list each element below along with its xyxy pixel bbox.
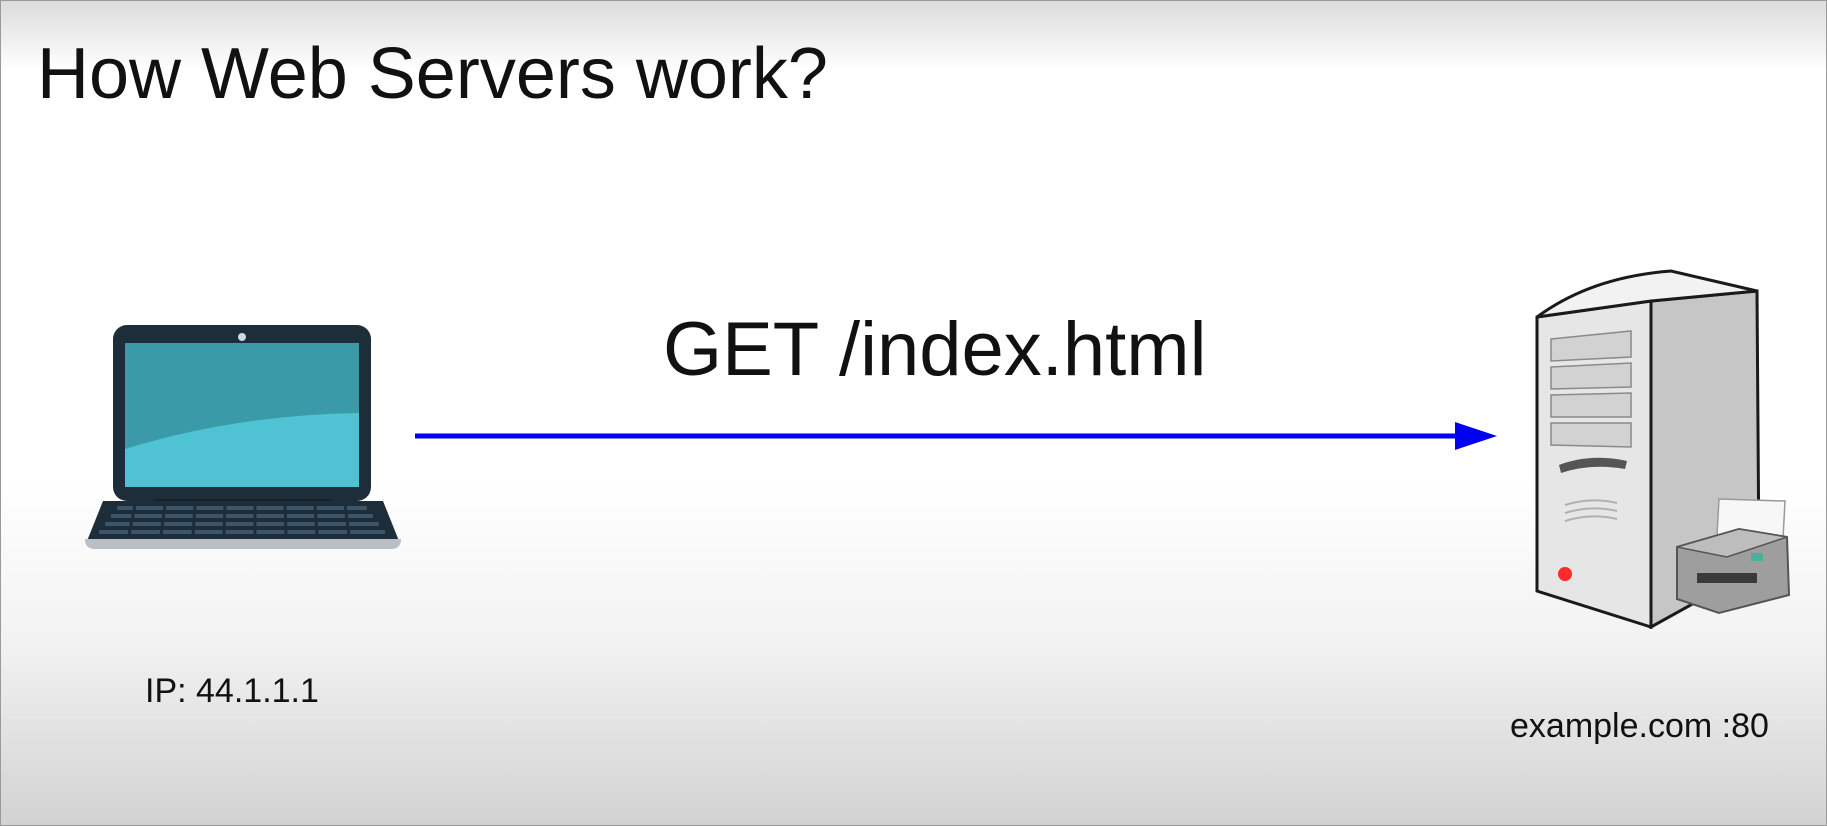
- slide-title: How Web Servers work?: [37, 34, 828, 114]
- request-arrow: [415, 422, 1497, 450]
- laptop-icon: [85, 325, 401, 549]
- request-label: GET /index.html: [663, 307, 1207, 392]
- client-ip-label: IP: 44.1.1.1: [145, 672, 319, 710]
- server-tower-icon: [1535, 269, 1791, 629]
- server-host-label: example.com :80: [1510, 707, 1769, 745]
